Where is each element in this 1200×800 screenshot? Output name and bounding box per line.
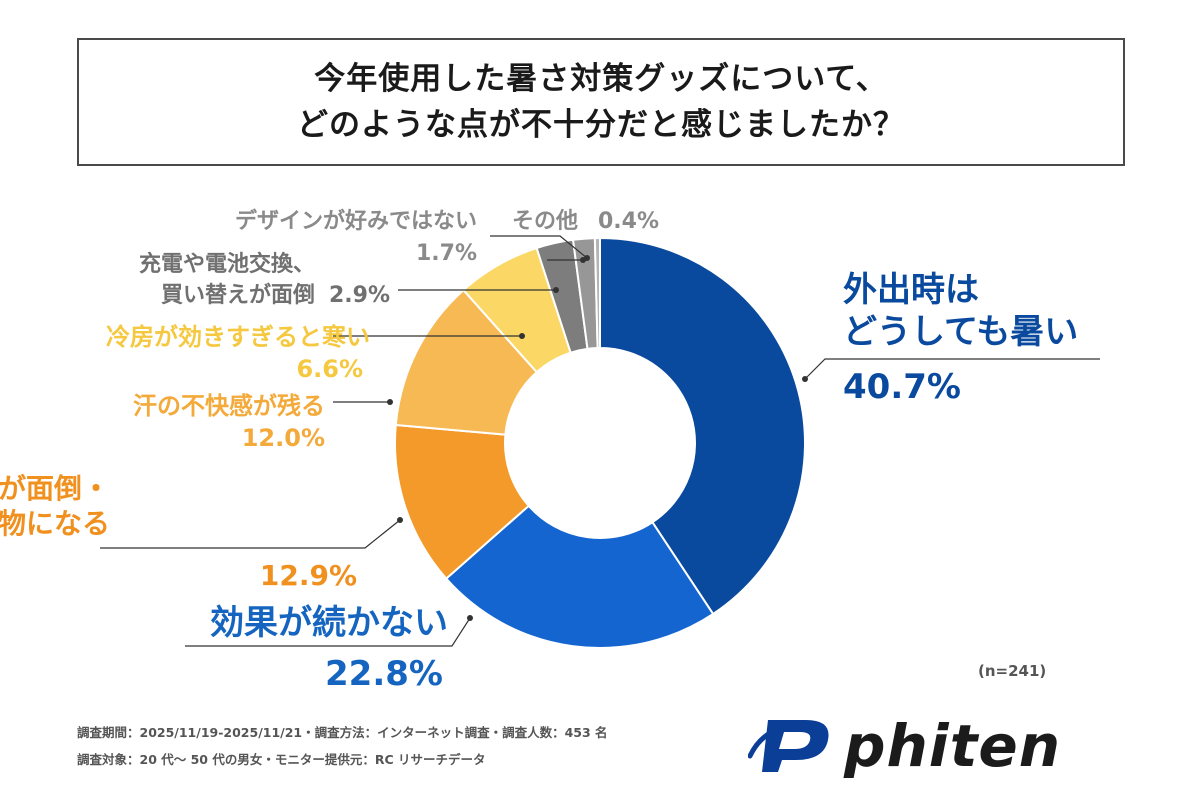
slice-label-0-line-0: 外出時は	[843, 270, 979, 310]
leader-lines	[100, 235, 1100, 647]
slice-value-2: 12.9%	[260, 559, 357, 592]
title-line-2: どのような点が不十分だと感じましたか？	[297, 107, 905, 143]
leader-dot-5	[553, 287, 559, 293]
leader-dot-2	[397, 517, 403, 523]
footnote-survey-target: 調査対象：20 代〜 50 代の男女・モニター提供元：RC リサーチデータ	[77, 752, 486, 767]
slice-label-3-line-0: 汗の不快感が残る	[133, 392, 325, 420]
slice-label-6-line-0: デザインが好みではない	[235, 208, 477, 234]
slice-label-5-line-0: 充電や電池交換、	[139, 251, 315, 277]
title-box: 今年使用した暑さ対策グッズについて、 どのような点が不十分だと感じましたか？	[77, 38, 1125, 166]
slice-label-7-line-0: その他	[512, 209, 578, 234]
title-line-1: 今年使用した暑さ対策グッズについて、	[314, 61, 888, 97]
leader-dot-1	[467, 615, 473, 621]
slice-label-4-line-0: 冷房が効きすぎると寒い	[106, 323, 370, 351]
footnote-survey-period: 調査期間：2025/11/19-2025/11/21・調査方法：インターネット調…	[77, 725, 608, 740]
leader-dot-0	[802, 376, 808, 382]
phiten-logo-text: phiten	[843, 712, 1061, 778]
donut-slice-0	[599, 236, 806, 616]
leader-dot-3	[387, 399, 393, 405]
leader-line-2	[100, 519, 401, 549]
sample-size-note: (n=241)	[978, 662, 1047, 680]
donut-slices	[394, 236, 806, 649]
slice-value-1: 22.8%	[325, 654, 443, 694]
phiten-logo: phiten	[748, 712, 1061, 778]
slice-label-2-line-1: 荷物になる	[0, 507, 110, 540]
leader-dot-4	[519, 333, 525, 339]
slice-value-5: 2.9%	[329, 283, 390, 308]
leader-line-1	[185, 617, 471, 647]
slice-label-5-line-1: 買い替えが面倒	[161, 282, 315, 308]
slice-label-0-line-1: どうしても暑い	[843, 312, 1078, 352]
slice-value-6: 1.7%	[416, 241, 477, 266]
slice-value-4: 6.6%	[296, 355, 363, 383]
donut-slice-1	[444, 504, 715, 649]
slice-value-3: 12.0%	[242, 424, 325, 452]
slice-label-2-line-0: 持ち運びが面倒・	[0, 472, 110, 505]
leader-line-7	[490, 235, 588, 259]
slice-label-1-line-0: 効果が続かない	[210, 603, 448, 643]
leader-line-0	[804, 358, 1100, 380]
leader-dot-7	[584, 255, 590, 261]
phiten-logo-mark	[748, 720, 829, 772]
slice-value-0: 40.7%	[843, 367, 961, 407]
donut-slice-7	[593, 236, 601, 350]
slice-value-7: 0.4%	[598, 209, 659, 234]
